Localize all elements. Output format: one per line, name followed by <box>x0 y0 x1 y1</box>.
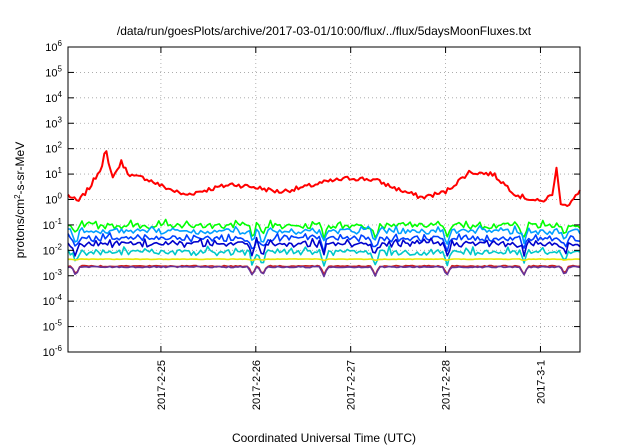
series-lines <box>67 150 581 278</box>
x-tick-label: 2017-2-27 <box>346 360 358 410</box>
series-line-0 <box>67 150 581 207</box>
y-tick-label: 10-4 <box>43 293 63 308</box>
x-axis-label: Coordinated Universal Time (UTC) <box>232 431 416 445</box>
x-tick-label: 2017-2-25 <box>156 360 168 410</box>
series-line-2 <box>67 225 581 245</box>
y-axis-ticks: 10-6 10-5 10-4 10-3 10-2 10-1 100 101 102 103 104 1… <box>43 39 580 359</box>
chart-title: /data/run/goesPlots/archive/2017-03-01/1… <box>117 24 532 38</box>
x-tick-label: 2017-2-28 <box>441 360 453 410</box>
y-axis-label-sup: 2 <box>13 194 22 199</box>
y-tick-label: 101 <box>45 166 62 181</box>
x-tick-label: 2017-2-26 <box>251 360 263 410</box>
series-line-6 <box>67 258 581 262</box>
y-tick-label: 10-1 <box>43 217 63 232</box>
series-line-4 <box>67 236 581 257</box>
y-tick-label: 10-2 <box>43 242 63 257</box>
y-axis-label-base: protons/cm <box>13 199 27 258</box>
x-axis-ticks: 2017-2-25 2017-2-26 2017-2-27 2017-2-28 2017… <box>156 47 547 410</box>
y-tick-label: 106 <box>45 39 62 54</box>
y-axis-label-rest: -s-sr-MeV <box>13 142 27 195</box>
y-tick-label: 100 <box>45 192 62 207</box>
y-tick-label: 10-6 <box>43 344 63 359</box>
y-axis-label: protons/cm2-s-sr-MeV <box>13 142 28 258</box>
y-tick-label: 102 <box>45 141 62 156</box>
y-tick-label: 103 <box>45 115 62 130</box>
y-tick-label: 10-5 <box>43 319 63 334</box>
y-tick-label: 104 <box>45 90 62 105</box>
series-line-5 <box>67 245 581 267</box>
y-tick-label: 10-3 <box>43 268 63 283</box>
y-tick-label: 105 <box>45 64 62 79</box>
x-tick-label: 2017-3-1 <box>535 360 547 404</box>
series-line-8 <box>67 265 581 278</box>
